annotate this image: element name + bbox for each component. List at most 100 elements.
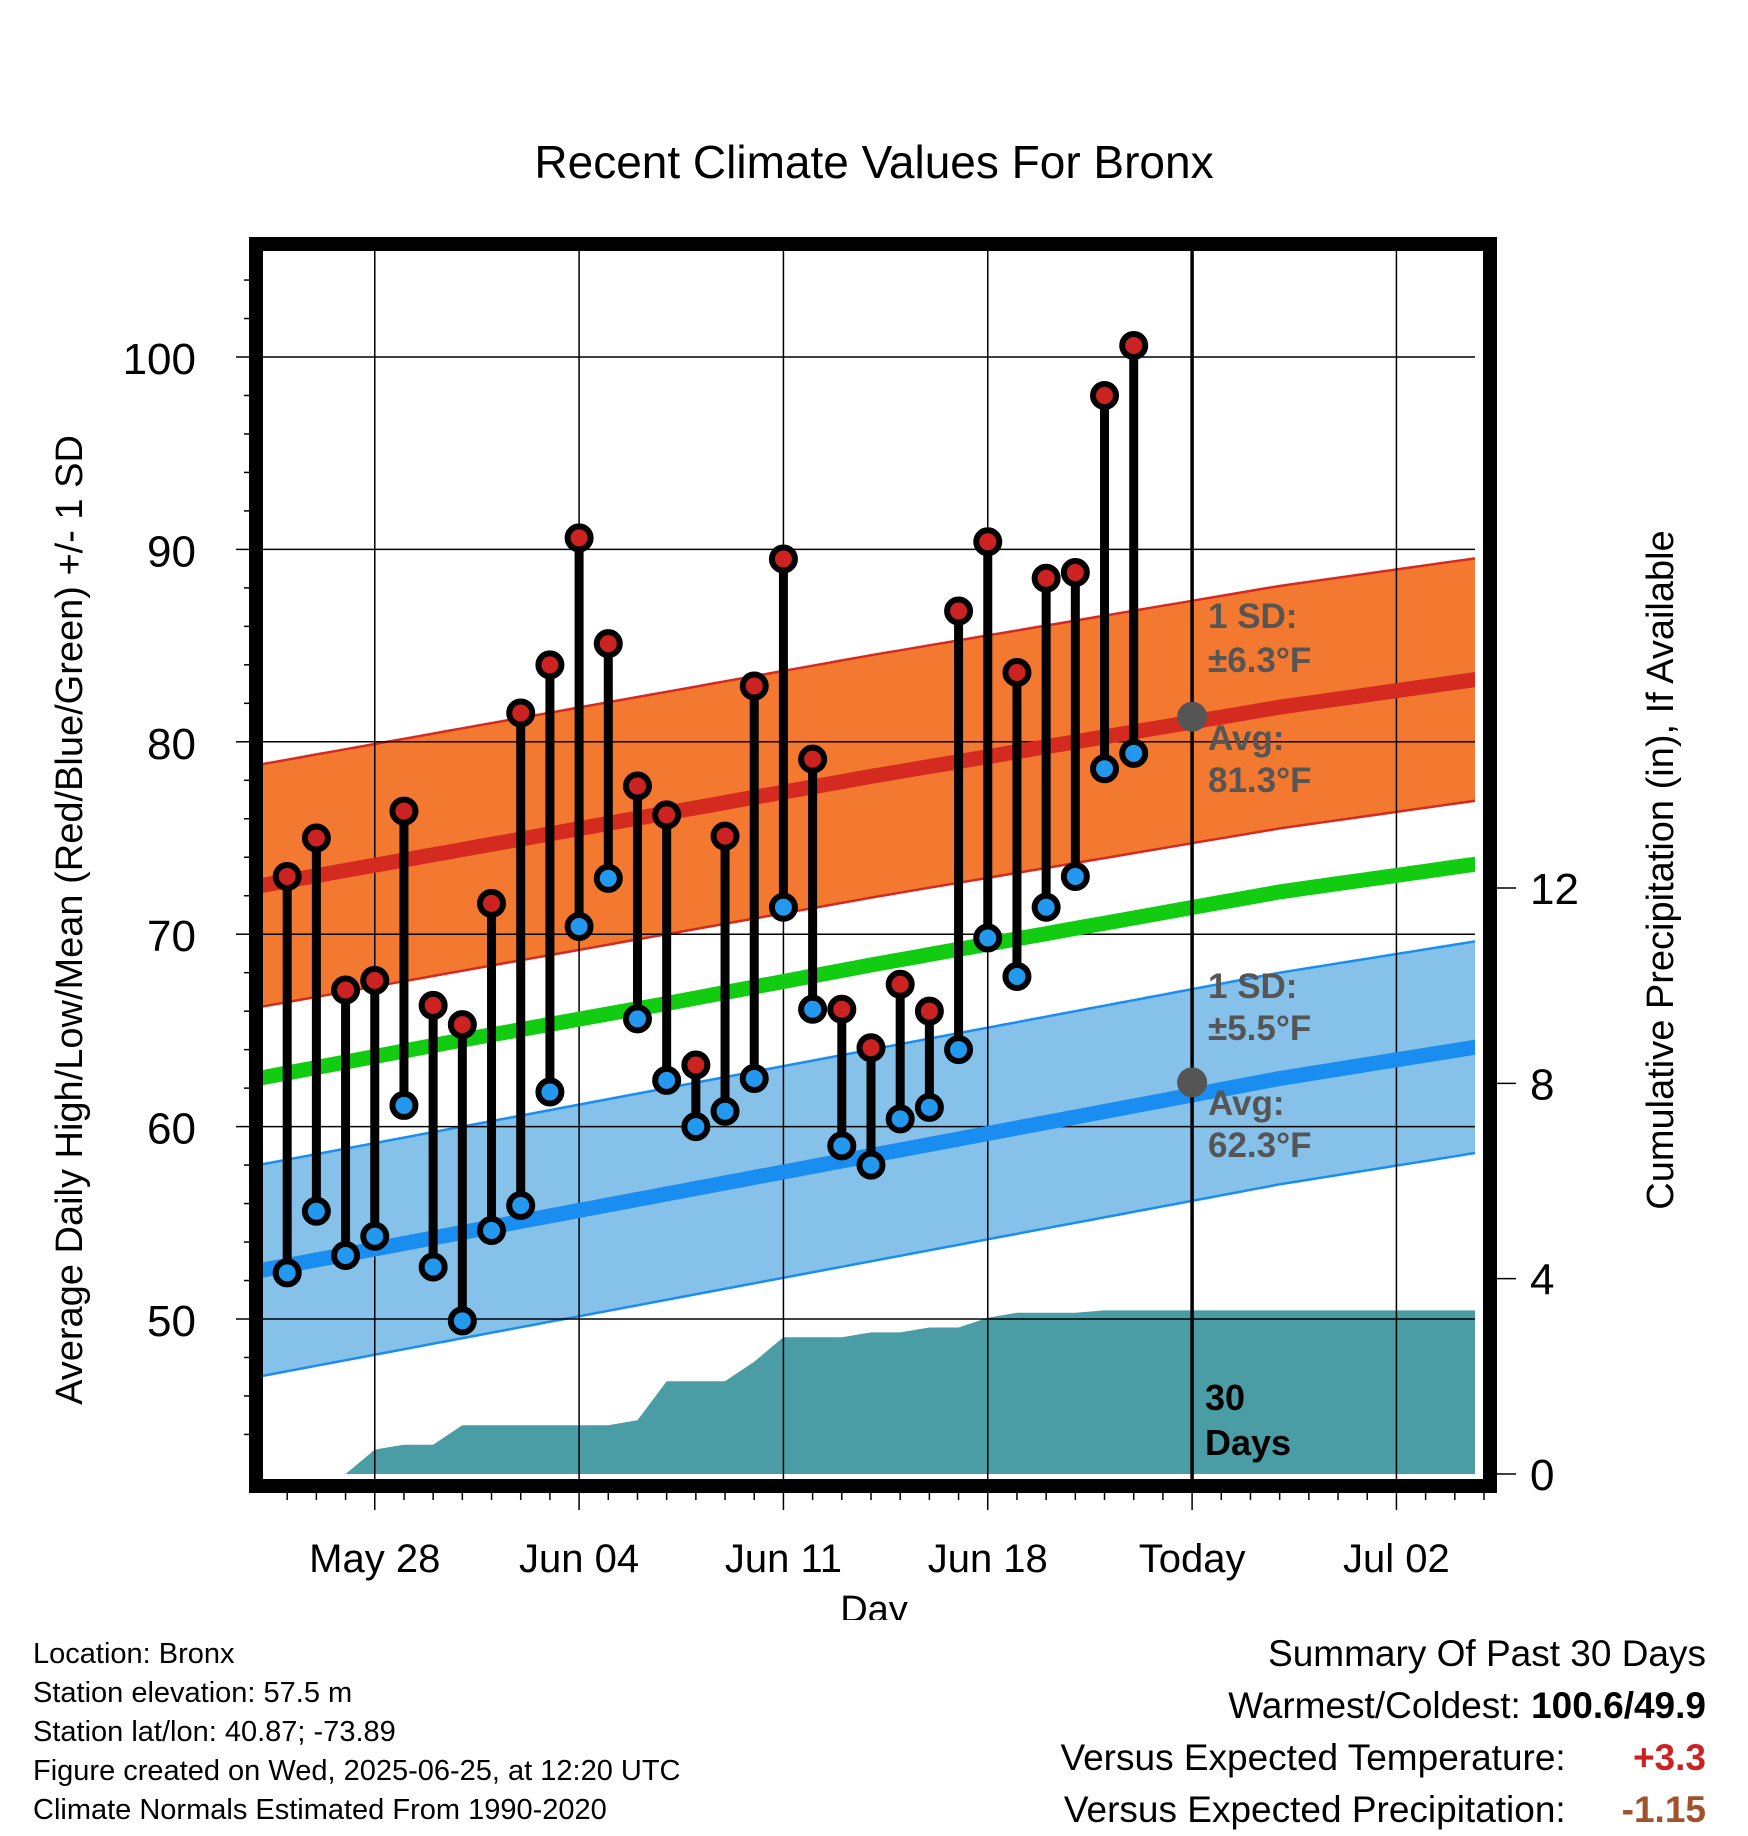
daily-high-point <box>564 523 594 553</box>
y-tick-label: 80 <box>147 720 196 769</box>
summary-panel: Summary Of Past 30 Days Warmest/Coldest:… <box>1060 1628 1706 1836</box>
low-sd-label-1: 1 SD: <box>1208 967 1297 1006</box>
warm-cold-row: Warmest/Coldest: 100.6/49.9 <box>1060 1680 1706 1732</box>
daily-low-point <box>798 994 828 1024</box>
daily-low-point <box>914 1092 944 1122</box>
daily-low-point <box>331 1241 361 1271</box>
temp-row: Versus Expected Temperature: +3.3 <box>1060 1732 1706 1784</box>
x-tick-label: Jun 11 <box>725 1537 842 1581</box>
y-axis-label: Average Daily High/Low/Mean (Red/Blue/Gr… <box>49 435 91 1405</box>
temp-label: Versus Expected Temperature: <box>1060 1737 1566 1778</box>
daily-high-point <box>798 744 828 774</box>
y2-tick-label: 4 <box>1530 1256 1554 1305</box>
x-tick-label: Jun 18 <box>928 1537 1048 1581</box>
y-tick-label: 60 <box>147 1105 196 1154</box>
y2-tick-label: 12 <box>1530 865 1579 914</box>
daily-high-point <box>739 671 769 701</box>
plot-area <box>262 250 1475 1480</box>
high-sd-label-1: 1 SD: <box>1208 597 1297 636</box>
daily-high-point <box>973 527 1003 557</box>
elevation-text: Station elevation: 57.5 m <box>33 1677 353 1709</box>
low-avg-label-1: Avg: <box>1208 1084 1284 1123</box>
high-sd-label-2: ±6.3°F <box>1208 641 1311 680</box>
daily-low-point <box>418 1252 448 1282</box>
precip-area <box>345 1310 1475 1474</box>
plot-frame <box>249 237 1497 1493</box>
daily-low-point <box>1002 962 1032 992</box>
daily-high-point <box>768 544 798 574</box>
daily-high-point <box>477 888 507 918</box>
precip-label: Versus Expected Precipitation: <box>1063 1789 1566 1830</box>
daily-high-point <box>914 996 944 1026</box>
daily-low-point <box>1119 738 1149 768</box>
low-avg-label-2: 62.3°F <box>1208 1126 1312 1165</box>
x-tick-label: Jun 04 <box>519 1537 639 1581</box>
today-avg-high-marker <box>1177 701 1208 732</box>
warm-cold-label: Warmest/Coldest: <box>1228 1685 1521 1726</box>
daily-high-point <box>1090 380 1120 410</box>
daily-low-point <box>944 1035 974 1065</box>
daily-low-point <box>535 1077 565 1107</box>
daily-low-point <box>1060 861 1090 891</box>
days-label-2: Days <box>1205 1422 1291 1463</box>
daily-high-point <box>681 1050 711 1080</box>
y2-tick-label: 8 <box>1530 1060 1554 1109</box>
high-sd-lower <box>262 799 1475 1008</box>
daily-low-point <box>652 1065 682 1095</box>
daily-low-point <box>389 1090 419 1120</box>
x-tick-label: Today <box>1139 1537 1246 1581</box>
y2-axis-label: Cumulative Precipitation (in), If Availa… <box>1640 530 1682 1209</box>
daily-high-point <box>622 771 652 801</box>
daily-low-point <box>272 1258 302 1288</box>
daily-high-point <box>389 796 419 826</box>
daily-high-point <box>1031 563 1061 593</box>
daily-low-point <box>564 912 594 942</box>
daily-high-point <box>301 823 331 853</box>
daily-high-point <box>885 969 915 999</box>
created-text: Figure created on Wed, 2025-06-25, at 12… <box>33 1755 681 1787</box>
daily-high-point <box>1119 330 1149 360</box>
x-tick-label: May 28 <box>309 1537 440 1581</box>
x-tick-label: Jul 02 <box>1343 1537 1450 1581</box>
avg-high-line <box>262 672 1475 894</box>
daily-high-point <box>1002 658 1032 688</box>
temp-value: +3.3 <box>1632 1737 1706 1778</box>
daily-high-point <box>593 629 623 659</box>
daily-low-point <box>301 1196 331 1226</box>
daily-low-point <box>827 1131 857 1161</box>
summary-title: Summary Of Past 30 Days <box>1268 1633 1706 1674</box>
daily-low-point <box>973 923 1003 953</box>
high-avg-label-1: Avg: <box>1208 719 1284 758</box>
high-avg-label-2: 81.3°F <box>1208 761 1312 800</box>
y-tick-label: 70 <box>147 912 196 961</box>
low-sd-label-2: ±5.5°F <box>1208 1009 1311 1048</box>
daily-high-point <box>944 596 974 626</box>
daily-high-point <box>827 994 857 1024</box>
daily-high-point <box>856 1033 886 1063</box>
precip-value: -1.15 <box>1621 1789 1706 1830</box>
daily-low-point <box>885 1104 915 1134</box>
daily-high-point <box>447 1010 477 1040</box>
daily-low-point <box>1090 754 1120 784</box>
y-tick-label: 50 <box>147 1297 196 1346</box>
x-axis-label: Day <box>840 1589 908 1620</box>
latlon-text: Station lat/lon: 40.87; -73.89 <box>33 1716 396 1748</box>
station-info: Location: Bronx Station elevation: 57.5 … <box>33 1635 681 1830</box>
daily-low-point <box>739 1064 769 1093</box>
climate-chart: Recent Climate Values For Bronx 1 SD: ±6.… <box>49 136 1682 1620</box>
daily-high-point <box>331 975 361 1005</box>
daily-low-point <box>856 1150 886 1180</box>
chart-title: Recent Climate Values For Bronx <box>534 136 1213 188</box>
daily-high-point <box>1060 557 1090 587</box>
daily-high-point <box>710 821 740 851</box>
high-sd-upper <box>262 557 1475 766</box>
low-sd-lower <box>262 1151 1475 1378</box>
daily-low-point <box>681 1112 711 1142</box>
daily-high-point <box>272 861 302 891</box>
days-label-1: 30 <box>1205 1377 1245 1418</box>
daily-low-point <box>477 1215 507 1245</box>
daily-high-point <box>535 650 565 680</box>
daily-low-point <box>447 1306 477 1336</box>
daily-high-point <box>418 990 448 1020</box>
daily-low-point <box>622 1004 652 1034</box>
